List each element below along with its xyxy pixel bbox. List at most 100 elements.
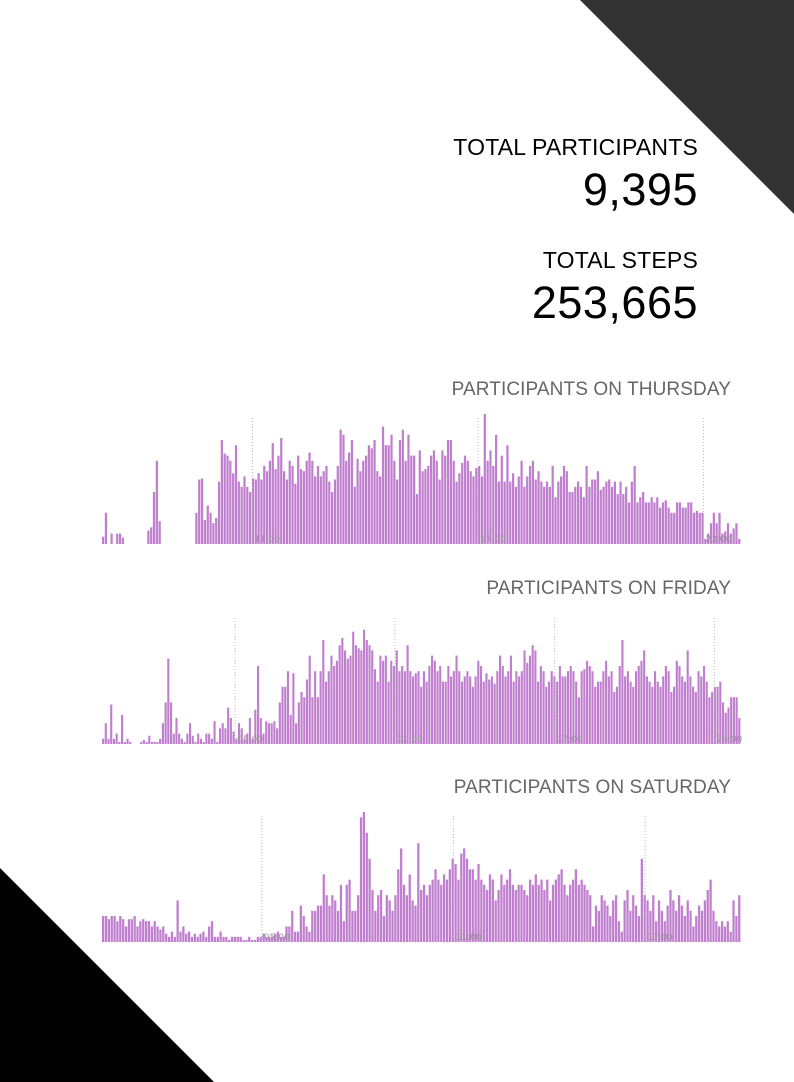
bar-saturday-222 bbox=[738, 895, 741, 942]
bar-thursday-160 bbox=[554, 497, 557, 544]
bar-saturday-46 bbox=[233, 936, 237, 942]
bar-friday-179 bbox=[588, 666, 591, 744]
bar-friday-152 bbox=[515, 671, 518, 744]
bar-saturday-134 bbox=[485, 890, 489, 942]
bar-saturday-141 bbox=[506, 879, 509, 942]
bar-thursday-33 bbox=[195, 512, 198, 544]
bar-saturday-94 bbox=[371, 890, 374, 942]
bar-friday-175 bbox=[577, 697, 580, 744]
bar-friday-227 bbox=[719, 681, 722, 744]
bar-saturday-122 bbox=[451, 858, 454, 942]
bar-thursday-119 bbox=[438, 479, 441, 544]
bar-friday-106 bbox=[390, 660, 393, 744]
bar-thursday-147 bbox=[517, 476, 520, 544]
bar-friday-193 bbox=[626, 671, 629, 744]
bar-saturday-21 bbox=[162, 926, 165, 942]
bar-thursday-80 bbox=[328, 481, 331, 544]
bar-saturday-138 bbox=[497, 890, 500, 942]
bar-saturday-186 bbox=[634, 905, 638, 942]
bar-saturday-211 bbox=[706, 890, 709, 942]
bar-friday-74 bbox=[303, 697, 306, 744]
bar-friday-190 bbox=[618, 666, 621, 744]
bar-saturday-75 bbox=[316, 905, 320, 942]
bar-friday-6 bbox=[118, 741, 121, 744]
bar-saturday-56 bbox=[262, 933, 265, 942]
bar-saturday-27 bbox=[179, 931, 182, 942]
bar-friday-221 bbox=[702, 666, 706, 744]
bar-thursday-161 bbox=[557, 481, 560, 544]
bar-saturday-145 bbox=[517, 884, 520, 942]
bar-saturday-167 bbox=[580, 879, 583, 942]
bar-thursday-113 bbox=[421, 471, 424, 544]
bar-saturday-101 bbox=[391, 910, 394, 942]
bar-thursday-7 bbox=[121, 537, 125, 544]
bar-thursday-162 bbox=[560, 476, 563, 544]
bar-thursday-45 bbox=[229, 460, 232, 544]
bar-friday-94 bbox=[357, 648, 360, 744]
bar-saturday-17 bbox=[150, 926, 153, 942]
bar-saturday-25 bbox=[173, 936, 176, 942]
bar-friday-232 bbox=[732, 697, 735, 744]
tick-label-thursday-1: 17:00 bbox=[480, 535, 506, 545]
bar-thursday-38 bbox=[209, 512, 212, 544]
bar-thursday-49 bbox=[240, 486, 243, 544]
bar-thursday-132 bbox=[475, 468, 478, 544]
bar-saturday-12 bbox=[136, 926, 139, 942]
bar-thursday-20 bbox=[158, 521, 161, 544]
bar-thursday-121 bbox=[444, 455, 447, 544]
bar-friday-87 bbox=[338, 645, 341, 744]
bar-friday-127 bbox=[447, 666, 450, 744]
bar-thursday-58 bbox=[265, 471, 269, 544]
bar-saturday-192 bbox=[652, 895, 655, 942]
bar-thursday-216 bbox=[712, 512, 715, 544]
bar-saturday-48 bbox=[239, 936, 242, 942]
bar-friday-19 bbox=[153, 741, 156, 744]
bar-thursday-128 bbox=[463, 455, 467, 544]
bar-saturday-37 bbox=[208, 926, 211, 942]
bar-saturday-156 bbox=[549, 900, 552, 942]
bar-friday-200 bbox=[645, 676, 648, 744]
bar-thursday-36 bbox=[203, 520, 207, 544]
bar-saturday-215 bbox=[718, 926, 721, 942]
bar-saturday-183 bbox=[626, 890, 629, 942]
bar-thursday-1 bbox=[104, 512, 108, 544]
bar-friday-14 bbox=[140, 741, 143, 744]
bar-friday-192 bbox=[624, 676, 627, 744]
bar-thursday-95 bbox=[370, 448, 373, 544]
bar-friday-128 bbox=[450, 676, 453, 744]
bar-saturday-55 bbox=[259, 936, 262, 942]
bar-thursday-55 bbox=[257, 473, 260, 544]
bar-saturday-157 bbox=[551, 884, 555, 942]
bar-saturday-142 bbox=[508, 869, 512, 942]
bar-saturday-52 bbox=[251, 939, 254, 942]
bar-saturday-201 bbox=[677, 895, 681, 942]
bar-thursday-115 bbox=[427, 466, 430, 544]
bar-thursday-169 bbox=[579, 486, 583, 544]
bar-saturday-102 bbox=[394, 895, 397, 942]
bar-saturday-126 bbox=[463, 848, 466, 942]
bar-friday-27 bbox=[175, 718, 178, 744]
bar-friday-138 bbox=[477, 660, 480, 744]
bar-friday-159 bbox=[534, 650, 537, 744]
bar-thursday-207 bbox=[687, 502, 690, 544]
bar-thursday-204 bbox=[678, 502, 682, 544]
tick-label-friday-0: 05:00 bbox=[237, 735, 263, 745]
bar-thursday-198 bbox=[661, 502, 665, 544]
bar-saturday-175 bbox=[603, 900, 606, 942]
bar-saturday-86 bbox=[348, 879, 351, 942]
bar-friday-41 bbox=[213, 721, 216, 744]
bar-thursday-140 bbox=[497, 481, 501, 544]
bar-saturday-194 bbox=[657, 900, 661, 942]
bar-saturday-209 bbox=[700, 910, 704, 942]
bar-friday-86 bbox=[335, 660, 338, 744]
bar-saturday-118 bbox=[440, 884, 443, 942]
bar-saturday-140 bbox=[503, 884, 506, 942]
bar-saturday-129 bbox=[471, 869, 474, 942]
bar-friday-156 bbox=[526, 662, 529, 744]
bar-saturday-82 bbox=[336, 910, 340, 942]
bar-friday-178 bbox=[586, 660, 589, 744]
chart-friday: 05:00 11:00 17:00 23:00 bbox=[102, 618, 743, 745]
bar-thursday-54 bbox=[254, 479, 257, 544]
bar-saturday-181 bbox=[620, 931, 623, 942]
bar-saturday-96 bbox=[377, 895, 380, 942]
